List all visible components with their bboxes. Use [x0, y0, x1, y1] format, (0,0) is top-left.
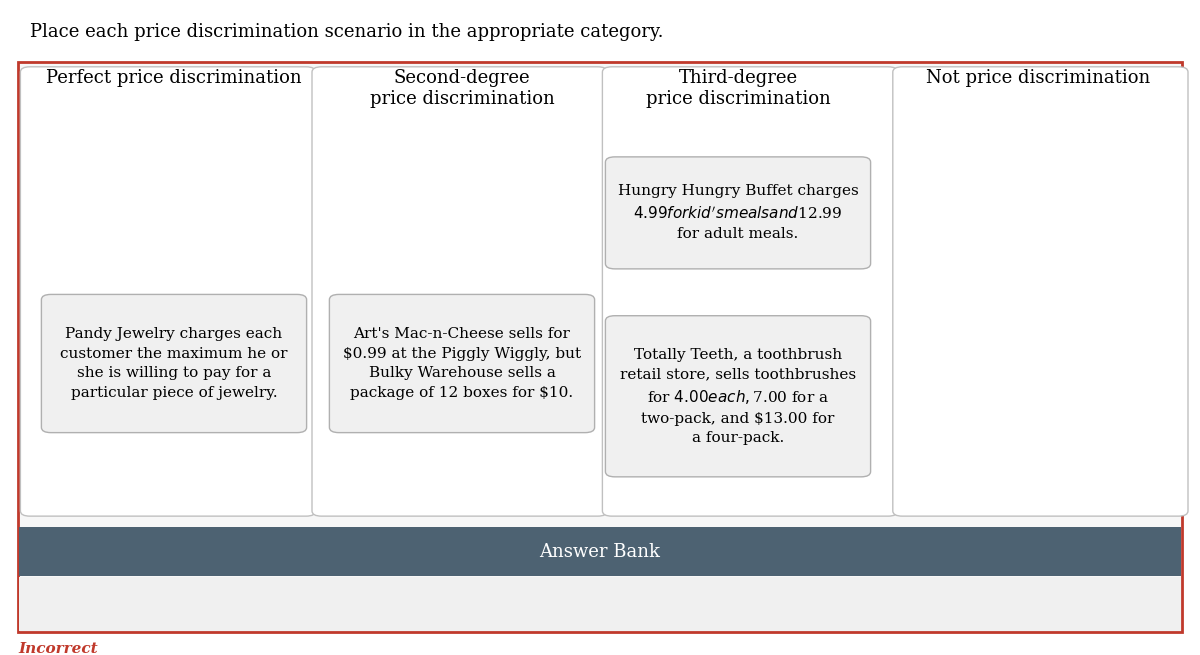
- Text: Incorrect: Incorrect: [18, 642, 97, 655]
- FancyBboxPatch shape: [606, 157, 870, 269]
- Text: Place each price discrimination scenario in the appropriate category.: Place each price discrimination scenario…: [30, 23, 664, 41]
- Text: Totally Teeth, a toothbrush
retail store, sells toothbrushes
for $4.00 each, $7.: Totally Teeth, a toothbrush retail store…: [620, 348, 856, 445]
- Text: Answer Bank: Answer Bank: [540, 543, 660, 561]
- Text: Third-degree
price discrimination: Third-degree price discrimination: [646, 69, 830, 107]
- FancyBboxPatch shape: [329, 295, 595, 432]
- Text: Perfect price discrimination: Perfect price discrimination: [46, 69, 302, 86]
- FancyBboxPatch shape: [602, 67, 898, 516]
- FancyBboxPatch shape: [19, 577, 1181, 631]
- FancyBboxPatch shape: [606, 316, 870, 477]
- FancyBboxPatch shape: [893, 67, 1188, 516]
- Text: Second-degree
price discrimination: Second-degree price discrimination: [370, 69, 554, 107]
- FancyBboxPatch shape: [19, 527, 1181, 576]
- FancyBboxPatch shape: [20, 67, 316, 516]
- Text: Pandy Jewelry charges each
customer the maximum he or
she is willing to pay for : Pandy Jewelry charges each customer the …: [60, 328, 288, 400]
- FancyBboxPatch shape: [312, 67, 607, 516]
- FancyBboxPatch shape: [41, 295, 307, 432]
- Text: Hungry Hungry Buffet charges
$4.99 for kid's meals and $12.99
for adult meals.: Hungry Hungry Buffet charges $4.99 for k…: [618, 185, 858, 241]
- Text: Art's Mac-n-Cheese sells for
$0.99 at the Piggly Wiggly, but
Bulky Warehouse sel: Art's Mac-n-Cheese sells for $0.99 at th…: [343, 328, 581, 400]
- FancyBboxPatch shape: [18, 62, 1182, 632]
- Text: Not price discrimination: Not price discrimination: [926, 69, 1150, 86]
